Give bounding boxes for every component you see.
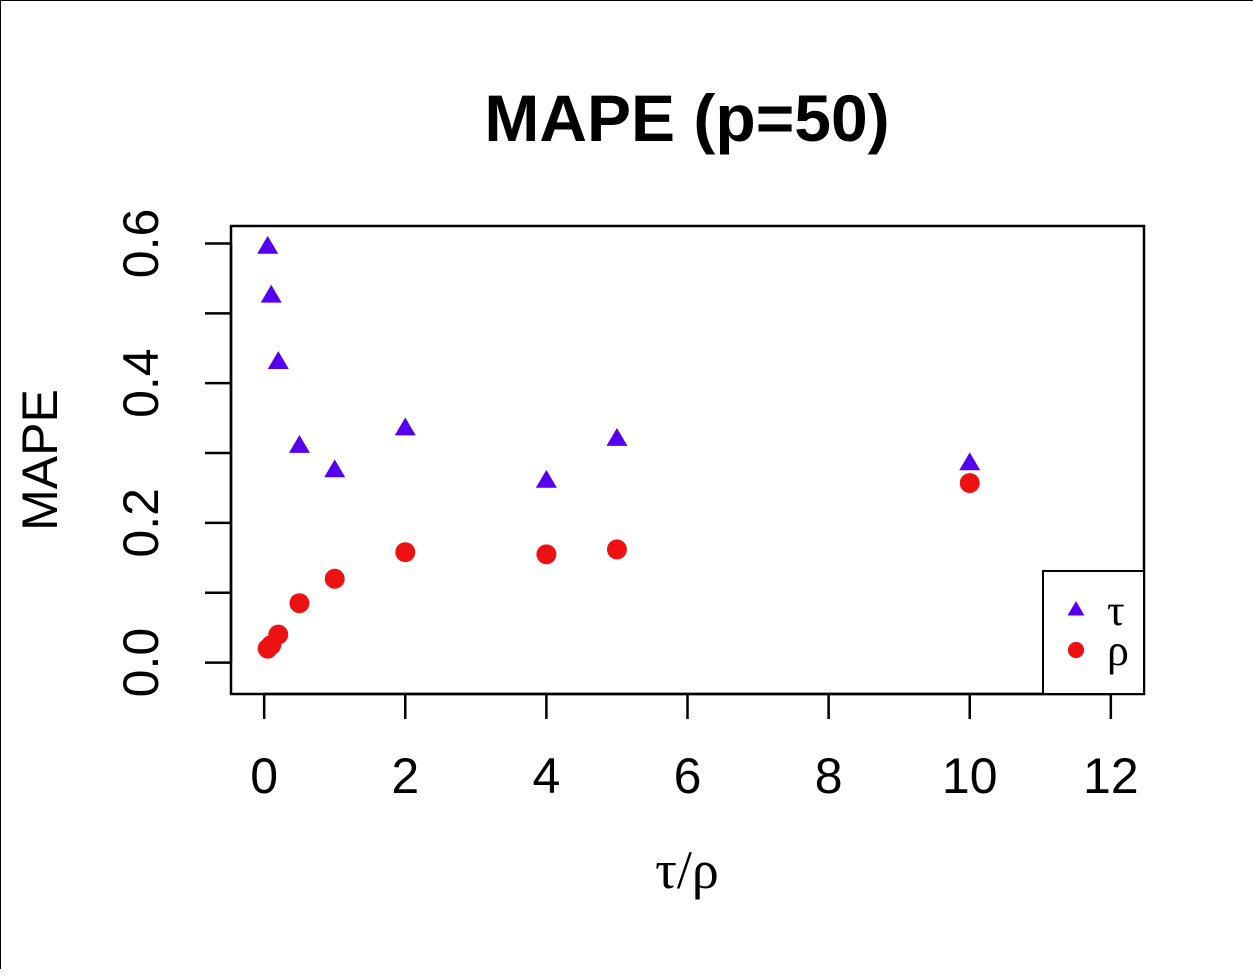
series-circle <box>257 473 980 659</box>
data-point <box>288 434 310 453</box>
x-tick-label: 12 <box>1083 748 1139 804</box>
y-axis: 0.0 0.2 0.4 0.6 <box>113 209 233 698</box>
x-tick-label: 2 <box>391 748 419 804</box>
x-tick-label: 8 <box>815 748 843 804</box>
data-point <box>395 542 416 563</box>
legend-label: τ <box>1107 586 1125 635</box>
y-tick-label: 0.4 <box>113 348 169 418</box>
data-point <box>959 452 981 471</box>
chart-title: MAPE (p=50) <box>484 81 889 155</box>
legend-box <box>1042 570 1145 695</box>
x-axis-label: τ/ρ <box>655 840 719 900</box>
data-point <box>324 568 345 589</box>
x-axis: 0 2 4 6 8 10 12 <box>250 692 1139 804</box>
data-point <box>394 417 416 436</box>
x-tick-label: 10 <box>942 748 998 804</box>
series-triangle <box>257 235 981 488</box>
y-tick-label: 0.6 <box>113 209 169 279</box>
data-point <box>606 539 627 560</box>
legend-marker-triangle <box>1067 601 1085 616</box>
data-point <box>268 624 289 645</box>
y-axis-label: MAPE <box>12 389 68 531</box>
series-layer <box>257 235 981 659</box>
x-tick-label: 0 <box>250 748 278 804</box>
x-tick-label: 6 <box>674 748 702 804</box>
legend: τρ <box>1042 570 1145 695</box>
data-point <box>606 427 628 446</box>
data-point <box>959 473 980 494</box>
data-point <box>257 235 279 254</box>
data-point <box>324 459 346 478</box>
plot-area-frame <box>229 224 1146 696</box>
data-point <box>267 351 289 369</box>
data-point <box>260 284 282 303</box>
data-point <box>536 544 557 565</box>
y-tick-label: 0.0 <box>113 628 169 698</box>
y-tick-label: 0.2 <box>113 488 169 558</box>
legend-label: ρ <box>1107 626 1129 675</box>
x-tick-label: 4 <box>532 748 560 804</box>
data-point <box>535 469 557 488</box>
legend-marker-circle <box>1067 641 1085 659</box>
data-point <box>289 593 310 614</box>
